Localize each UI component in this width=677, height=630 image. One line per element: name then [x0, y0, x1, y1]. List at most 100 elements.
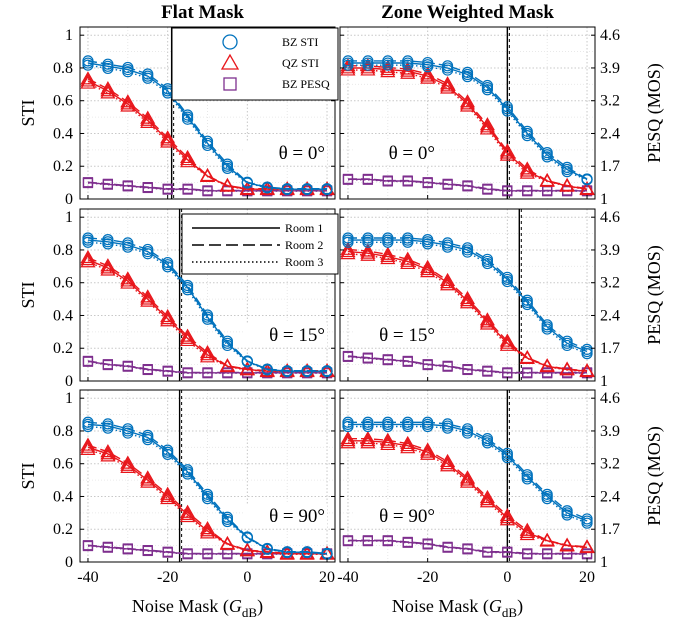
bz-pesq-point [462, 544, 473, 555]
tick-label-y: 0.8 [53, 60, 73, 77]
theta-label-bg [245, 323, 327, 347]
bz-sti-line-room-1 [348, 62, 588, 180]
bz-pesq-point [102, 542, 113, 553]
bz-sti-point [541, 493, 553, 505]
qz-sti-line-room-2 [347, 248, 588, 372]
bz-sti-point [561, 509, 573, 521]
qz-sti-line-room-3 [348, 69, 588, 191]
qz-sti-point [420, 264, 436, 278]
bz-sti-line-room-1 [348, 239, 588, 353]
qz-sti-line-room-1 [87, 446, 327, 555]
bz-sti-line-room-2 [348, 60, 588, 180]
bz-pesq-point [202, 549, 213, 560]
tick-label-y: 0.8 [53, 242, 73, 259]
panel-frame [339, 26, 596, 200]
qz-sti-point [479, 312, 495, 326]
tick-label-y-right: 3.2 [600, 275, 620, 292]
bz-pesq-point [82, 177, 94, 189]
bz-sti-point [281, 365, 293, 378]
bz-sti-point [301, 365, 313, 378]
bz-sti-point [561, 335, 573, 347]
theta-label-bg [355, 323, 437, 347]
bz-sti-point [221, 158, 234, 170]
qz-sti-point [499, 147, 515, 161]
panel-frame [339, 389, 596, 563]
qz-sti-point [459, 94, 476, 108]
theta-label: θ = 15° [269, 325, 325, 346]
qz-sti-point [199, 525, 216, 539]
bz-sti-point [422, 238, 434, 250]
bz-pesq-point [342, 351, 354, 362]
ylabel-left: STI [18, 462, 38, 489]
bz-sti-point [501, 452, 513, 464]
qz-sti-point [340, 246, 356, 260]
bz-pesq-point [562, 368, 573, 379]
qz-sti-point [440, 277, 456, 291]
qz-sti-point [420, 70, 436, 84]
panel-frame [79, 208, 336, 382]
qz-sti-point [479, 316, 495, 330]
bz-sti-point [461, 246, 474, 258]
bz-pesq-point [82, 540, 94, 552]
bz-pesq-point [82, 356, 94, 367]
qz-sti-point [479, 119, 495, 133]
legend-layer: BZ STI QZ STI BZ PESQ Room 1 Room 2 Room 3 [171, 27, 339, 275]
bz-pesq-point [382, 536, 393, 547]
qz-sti-point [80, 254, 96, 268]
bz-sti-point [142, 72, 154, 84]
qz-sti-point [100, 258, 116, 272]
qz-sti-point [479, 494, 495, 508]
bz-sti-point [82, 420, 94, 433]
qz-sti-point [400, 253, 416, 267]
bz-sti-point [321, 183, 333, 196]
ylabel-left: STI [18, 281, 38, 308]
ylabel-right: PESQ (MOS) [644, 63, 665, 163]
bz-sti-point [321, 365, 333, 378]
tick-label-y-right: 3.9 [600, 60, 620, 77]
tick-label-y-right: 2.4 [600, 488, 620, 505]
qz-sti-point [160, 486, 176, 500]
xlabel: Noise Mask (GdB) [392, 596, 523, 620]
qz-sti-point [360, 433, 376, 447]
bz-sti-point [402, 236, 414, 248]
qz-sti-point [140, 291, 156, 305]
qz-sti-point [559, 538, 575, 552]
bz-pesq-point [422, 177, 433, 189]
bz-pesq-line-room-3 [87, 361, 327, 374]
tick-label-y-right: 3.2 [600, 93, 620, 110]
qz-sti-point [100, 83, 116, 97]
bz-sti-point [382, 236, 394, 248]
theta-label: θ = 15° [379, 325, 435, 346]
bz-sti-point [261, 364, 273, 376]
bz-sti-point [541, 147, 553, 159]
panel-frame [79, 26, 336, 200]
tick-label-y: 0.8 [53, 423, 73, 440]
bz-sti-point [521, 298, 533, 311]
tick-label-x: -20 [157, 569, 178, 586]
bz-sti-point [82, 416, 94, 428]
bz-pesq-point [382, 355, 393, 366]
bz-pesq-point [162, 366, 173, 377]
qz-sti-line-room-2 [87, 444, 327, 555]
qz-sti-point [479, 121, 495, 135]
bz-sti-point [342, 236, 354, 248]
qz-sti-point [180, 508, 196, 523]
tick-label-y-right: 3.2 [600, 456, 620, 473]
column-title: Flat Mask [161, 2, 244, 23]
bz-sti-point [402, 55, 414, 67]
qz-sti-point [160, 488, 176, 502]
bz-pesq-point [162, 184, 173, 195]
legend-label-marker: QZ STI [282, 56, 319, 70]
bz-sti-point [301, 183, 313, 196]
qz-sti-point [519, 161, 535, 175]
qz-sti-point [400, 65, 416, 79]
qz-sti-point [100, 446, 116, 460]
qz-sti-point [440, 272, 456, 287]
bz-sti-point [201, 493, 214, 505]
bz-sti-point [181, 464, 194, 476]
bz-pesq-point [522, 368, 533, 379]
bz-sti-point [122, 427, 134, 439]
tick-label-y-right: 1.7 [600, 521, 620, 538]
qz-sti-point [180, 330, 196, 344]
